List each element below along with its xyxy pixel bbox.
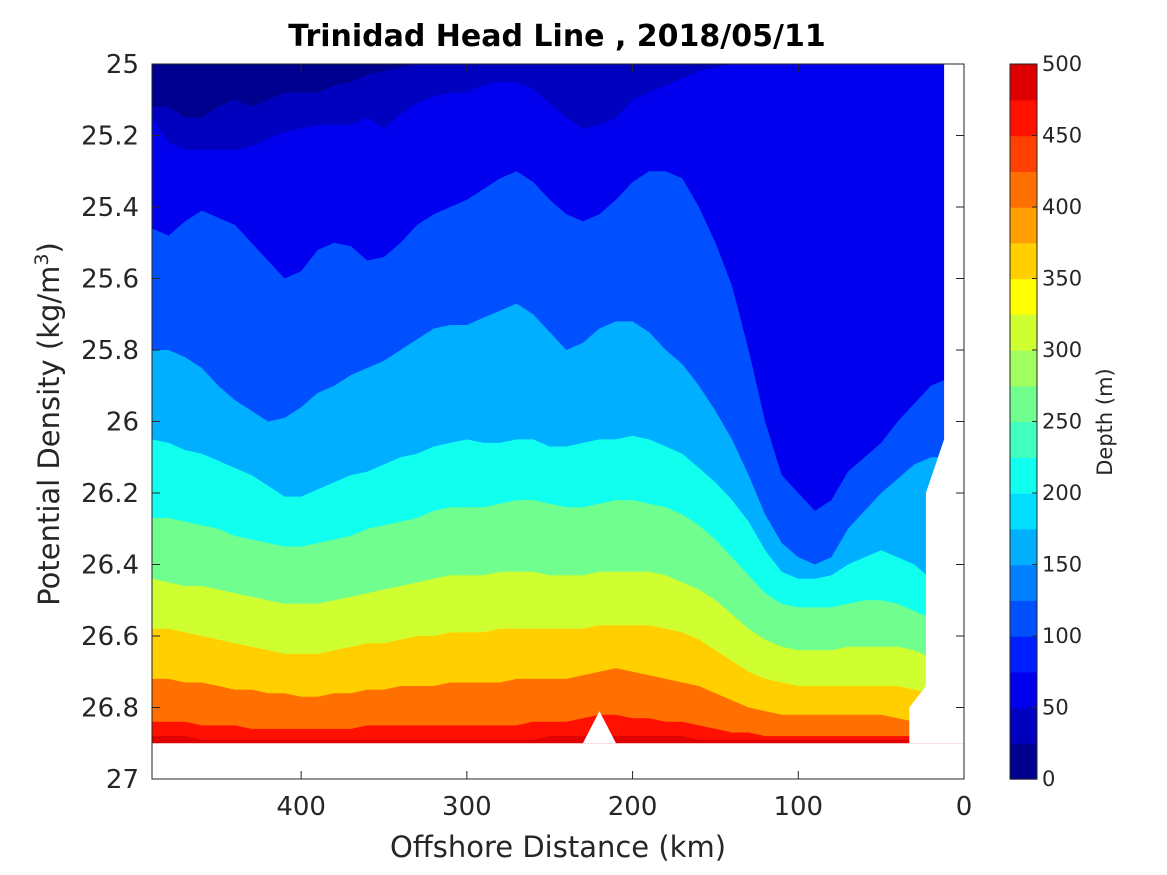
x-tick-label: 200 — [608, 792, 658, 822]
colorbar-segment — [1010, 671, 1037, 709]
colorbar-segment — [1010, 135, 1037, 172]
x-tick-label: 0 — [956, 792, 973, 822]
colorbar-tick-label: 250 — [1042, 410, 1082, 434]
x-axis: 400 300 200 100 0 — [276, 792, 972, 822]
y-axis-label-superscript: 3 — [31, 253, 53, 265]
y-tick-label: 25.8 — [81, 336, 139, 366]
colorbar-levels — [1010, 64, 1037, 780]
colorbar-segment — [1010, 207, 1037, 244]
chart-title: Trinidad Head Line , 2018/05/11 — [288, 19, 825, 54]
x-axis-label: Offshore Distance (km) — [390, 830, 726, 864]
y-tick-label: 25.2 — [81, 122, 139, 152]
no-data-bottom — [152, 743, 964, 779]
x-tick-label: 100 — [773, 792, 823, 822]
y-axis-label-main: Potential Density (kg/m — [32, 266, 66, 606]
colorbar-segment — [1010, 350, 1037, 387]
no-data-nearshore — [909, 64, 964, 744]
y-tick-label: 26.8 — [81, 694, 139, 724]
colorbar-segment — [1010, 457, 1037, 494]
colorbar-segment — [1010, 99, 1037, 137]
colorbar-tick-label: 150 — [1042, 553, 1082, 577]
colorbar-segment — [1010, 385, 1037, 423]
colorbar-tick-label: 450 — [1042, 124, 1082, 148]
y-tick-label: 26.2 — [81, 479, 139, 509]
colorbar-segment — [1010, 171, 1037, 208]
colorbar-segment — [1010, 707, 1037, 744]
colorbar-tick-label: 100 — [1042, 624, 1082, 648]
colorbar-tick-label: 500 — [1042, 52, 1082, 76]
colorbar-segment — [1010, 743, 1037, 780]
colorbar-ticks: 0 50 100 150 200 250 300 350 400 450 500 — [1032, 52, 1082, 791]
plot-area — [151, 63, 965, 780]
y-axis-label: Potential Density (kg/m3) — [31, 242, 66, 606]
y-tick-label: 25 — [106, 50, 139, 80]
x-tick-label: 300 — [442, 792, 492, 822]
colorbar-tick-label: 50 — [1042, 696, 1069, 720]
colorbar-segment — [1010, 278, 1037, 315]
colorbar-segment — [1010, 493, 1037, 530]
no-data-notch — [582, 711, 616, 744]
y-tick-label: 26.6 — [81, 622, 139, 652]
tick-marks — [152, 63, 965, 780]
colorbar-tick-label: 200 — [1042, 481, 1082, 505]
y-tick-label: 25.6 — [81, 265, 139, 295]
colorbar-segment — [1010, 564, 1037, 601]
colorbar-segment — [1010, 64, 1037, 101]
y-axis-label-close: ) — [32, 242, 66, 253]
y-tick-label: 27 — [106, 765, 139, 795]
data-extent-mask — [152, 64, 964, 779]
y-tick-label: 26.4 — [81, 551, 139, 581]
colorbar-tick-label: 0 — [1042, 767, 1055, 791]
colorbar-segment — [1010, 314, 1037, 351]
y-axis: 25 25.2 25.4 25.6 25.8 26 26.2 26.4 26.6 26.8 27 — [81, 50, 139, 795]
colorbar-segment — [1010, 600, 1037, 637]
colorbar-label: Depth (m) — [1093, 368, 1117, 475]
x-tick-label: 400 — [276, 792, 326, 822]
y-tick-label: 25.4 — [81, 193, 139, 223]
colorbar-segment — [1010, 421, 1037, 458]
colorbar-segment — [1010, 636, 1037, 673]
colorbar-segment — [1010, 528, 1037, 566]
colorbar: 0 50 100 150 200 250 300 350 400 450 500 Depth (m) — [1009, 52, 1117, 791]
colorbar-tick-label: 350 — [1042, 267, 1082, 291]
colorbar-tick-label: 300 — [1042, 338, 1082, 362]
contour-fill-layer — [152, 64, 964, 779]
colorbar-tick-label: 400 — [1042, 195, 1082, 219]
y-tick-label: 26 — [106, 408, 139, 438]
colorbar-segment — [1010, 242, 1037, 280]
